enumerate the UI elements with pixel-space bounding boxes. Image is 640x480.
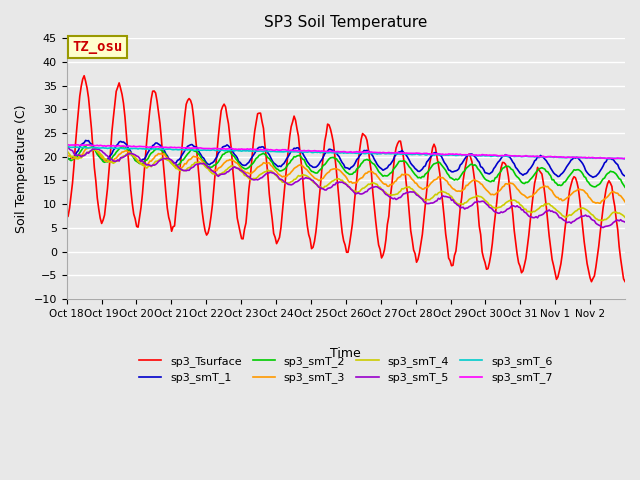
sp3_smT_6 bbox=[351, 150, 359, 156]
sp3_smT_4 bbox=[100, 156, 108, 162]
Legend: sp3_Tsurface, sp3_smT_1, sp3_smT_2, sp3_smT_3, sp3_smT_4, sp3_smT_5, sp3_smT_6, : sp3_Tsurface, sp3_smT_1, sp3_smT_2, sp3_… bbox=[134, 351, 557, 388]
sp3_smT_1 bbox=[545, 162, 553, 168]
sp3_smT_2 bbox=[621, 184, 629, 190]
sp3_smT_1 bbox=[462, 154, 470, 160]
sp3_smT_7 bbox=[63, 142, 70, 147]
sp3_smT_5 bbox=[621, 219, 629, 225]
sp3_smT_4 bbox=[598, 217, 605, 223]
sp3_smT_2 bbox=[462, 166, 470, 171]
sp3_smT_1 bbox=[589, 174, 596, 180]
sp3_smT_6 bbox=[100, 145, 108, 151]
sp3_smT_7 bbox=[621, 155, 629, 161]
sp3_smT_6 bbox=[462, 153, 470, 158]
sp3_smT_1 bbox=[100, 157, 108, 163]
sp3_smT_3 bbox=[596, 201, 604, 206]
sp3_smT_1 bbox=[620, 172, 627, 178]
sp3_smT_5 bbox=[599, 225, 607, 230]
sp3_Tsurface bbox=[462, 160, 470, 166]
sp3_smT_5 bbox=[545, 207, 553, 213]
sp3_smT_2 bbox=[63, 155, 70, 161]
sp3_smT_5 bbox=[83, 149, 91, 155]
sp3_smT_7 bbox=[99, 143, 107, 149]
sp3_Tsurface bbox=[83, 85, 91, 91]
sp3_smT_5 bbox=[64, 144, 72, 150]
sp3_Tsurface bbox=[621, 278, 629, 284]
sp3_smT_4 bbox=[90, 147, 98, 153]
Line: sp3_Tsurface: sp3_Tsurface bbox=[67, 76, 625, 282]
sp3_smT_5 bbox=[462, 205, 470, 211]
sp3_smT_2 bbox=[100, 159, 108, 165]
sp3_smT_3 bbox=[100, 157, 108, 163]
sp3_smT_2 bbox=[351, 169, 359, 175]
sp3_smT_5 bbox=[100, 151, 108, 156]
X-axis label: Time: Time bbox=[330, 347, 361, 360]
sp3_smT_6 bbox=[618, 156, 626, 161]
sp3_Tsurface bbox=[100, 212, 108, 218]
sp3_Tsurface bbox=[588, 279, 595, 285]
sp3_smT_4 bbox=[351, 188, 359, 194]
sp3_Tsurface bbox=[63, 215, 70, 221]
sp3_smT_4 bbox=[462, 200, 470, 205]
Y-axis label: Soil Temperature (C): Soil Temperature (C) bbox=[15, 104, 28, 233]
sp3_smT_1 bbox=[83, 138, 91, 144]
sp3_smT_6 bbox=[83, 145, 91, 151]
Line: sp3_smT_5: sp3_smT_5 bbox=[67, 147, 625, 228]
sp3_smT_3 bbox=[82, 146, 90, 152]
sp3_smT_3 bbox=[88, 144, 95, 150]
sp3_smT_3 bbox=[545, 186, 553, 192]
sp3_Tsurface bbox=[620, 276, 627, 282]
Line: sp3_smT_7: sp3_smT_7 bbox=[67, 144, 625, 159]
Line: sp3_smT_1: sp3_smT_1 bbox=[67, 141, 625, 177]
sp3_smT_1 bbox=[63, 156, 70, 161]
sp3_smT_3 bbox=[63, 151, 70, 157]
sp3_smT_1 bbox=[621, 173, 629, 179]
Line: sp3_smT_3: sp3_smT_3 bbox=[67, 147, 625, 204]
sp3_smT_5 bbox=[351, 191, 359, 197]
sp3_smT_1 bbox=[82, 138, 90, 144]
Line: sp3_smT_4: sp3_smT_4 bbox=[67, 150, 625, 220]
sp3_smT_7 bbox=[617, 156, 625, 161]
Line: sp3_smT_6: sp3_smT_6 bbox=[67, 146, 625, 159]
sp3_smT_6 bbox=[63, 144, 70, 150]
sp3_smT_5 bbox=[63, 144, 70, 150]
sp3_smT_7 bbox=[461, 152, 468, 157]
sp3_smT_1 bbox=[351, 160, 359, 166]
sp3_smT_4 bbox=[82, 151, 90, 156]
sp3_smT_2 bbox=[545, 171, 553, 177]
sp3_smT_4 bbox=[620, 213, 627, 218]
sp3_smT_3 bbox=[621, 199, 629, 204]
Text: TZ_osu: TZ_osu bbox=[72, 40, 122, 54]
sp3_Tsurface bbox=[545, 233, 553, 239]
sp3_smT_2 bbox=[618, 180, 626, 186]
sp3_Tsurface bbox=[351, 190, 359, 195]
sp3_Tsurface bbox=[80, 73, 88, 79]
sp3_smT_4 bbox=[621, 215, 629, 220]
sp3_smT_6 bbox=[621, 156, 629, 162]
sp3_smT_2 bbox=[82, 144, 90, 149]
sp3_smT_7 bbox=[82, 142, 90, 148]
Title: SP3 Soil Temperature: SP3 Soil Temperature bbox=[264, 15, 428, 30]
sp3_smT_6 bbox=[64, 144, 72, 149]
Line: sp3_smT_2: sp3_smT_2 bbox=[67, 144, 625, 187]
sp3_smT_7 bbox=[620, 156, 627, 162]
sp3_smT_5 bbox=[620, 218, 627, 224]
sp3_smT_3 bbox=[351, 180, 359, 186]
sp3_smT_4 bbox=[545, 201, 553, 207]
sp3_smT_2 bbox=[84, 142, 92, 147]
sp3_smT_3 bbox=[462, 182, 470, 188]
sp3_smT_7 bbox=[544, 154, 552, 160]
sp3_smT_3 bbox=[620, 197, 627, 203]
sp3_smT_6 bbox=[545, 154, 553, 160]
sp3_smT_4 bbox=[63, 147, 70, 153]
sp3_smT_7 bbox=[350, 149, 358, 155]
